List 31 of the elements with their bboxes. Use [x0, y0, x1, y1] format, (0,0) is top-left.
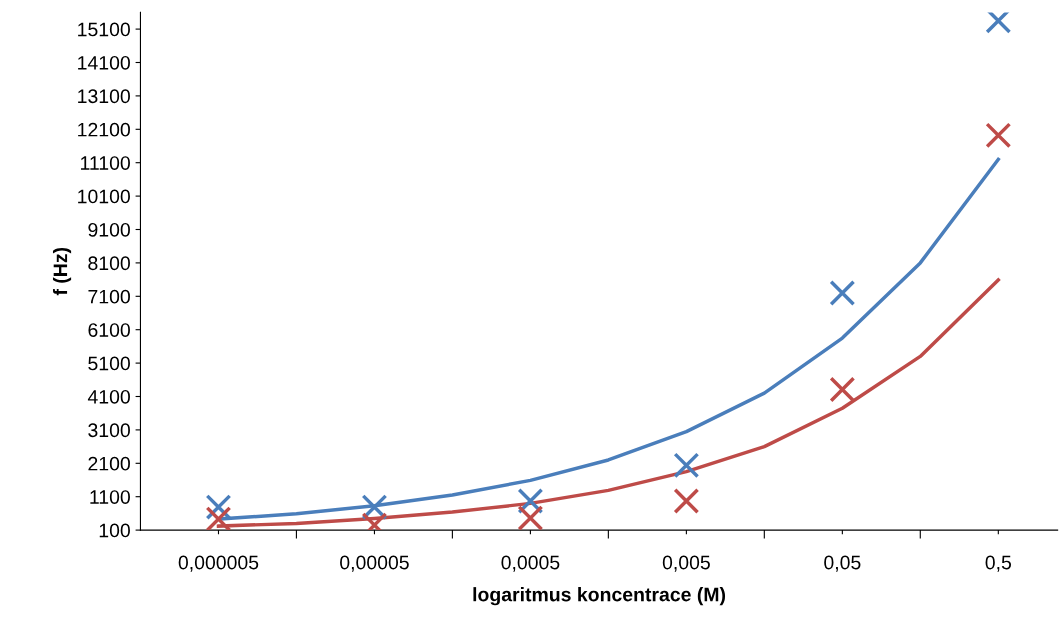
y-tick-label: 13100 — [78, 89, 130, 104]
y-tick-label: 11100 — [81, 156, 130, 170]
y-tick-label: 100 — [99, 523, 130, 538]
point — [517, 505, 544, 531]
y-axis-title: f (Hz) — [52, 247, 72, 296]
y-tick-label: 1100 — [90, 490, 130, 504]
point — [985, 122, 1012, 149]
point — [673, 452, 700, 479]
y-tick-label: 8100 — [88, 256, 130, 271]
y-tick-label: 4100 — [87, 389, 130, 404]
y-tick-label: 5100 — [88, 356, 130, 371]
x-axis-title: logaritmus koncentrace (M) — [473, 587, 726, 606]
x-tick-label: 0,005 — [662, 555, 710, 572]
y-tick-label: 7100 — [88, 289, 130, 304]
x-tick-label: 0,00005 — [340, 555, 409, 572]
x-tick-label: 0,05 — [824, 555, 861, 572]
y-tick-label: 9100 — [88, 222, 130, 237]
x-tick-label: 0,0005 — [501, 555, 560, 572]
y-tick-label: 14100 — [78, 55, 130, 70]
y-tick-label: 6100 — [88, 323, 130, 337]
point — [829, 376, 856, 403]
y-tick-label: 10100 — [78, 189, 130, 204]
y-tick-label: 12100 — [78, 122, 130, 137]
y-tick-label: 3100 — [88, 423, 130, 438]
point — [829, 280, 856, 306]
point — [673, 488, 700, 514]
x-tick-label: 0,000005 — [178, 555, 259, 572]
point — [985, 12, 1012, 34]
x-tick-label: 0,5 — [985, 555, 1012, 572]
y-tick-label: 2100 — [88, 456, 130, 471]
y-tick-label: 15100 — [78, 22, 130, 37]
